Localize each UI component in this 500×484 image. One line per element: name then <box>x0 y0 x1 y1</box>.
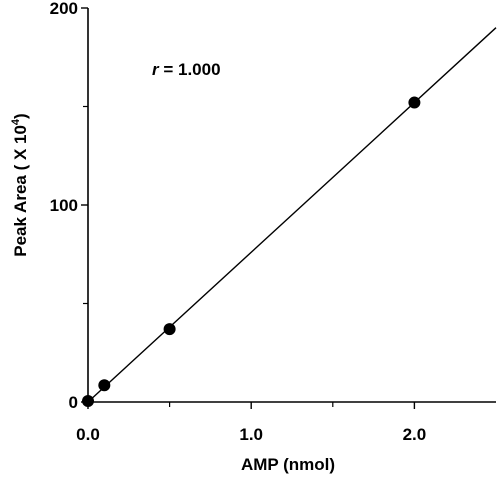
labels-layer: r = 1.000 AMP (nmol) Peak Area ( X 104) <box>10 60 335 474</box>
fit-line-layer <box>87 27 497 403</box>
annotation-r: r <box>152 60 160 79</box>
data-point <box>408 96 421 109</box>
x-axis-title: AMP (nmol) <box>241 455 335 474</box>
data-point <box>82 395 94 408</box>
y-axis-title-superscript: 4 <box>10 118 22 125</box>
axes-layer: 0.0 1.0 2.0 0 100 200 <box>50 0 496 444</box>
y-tick-label: 0 <box>69 393 78 412</box>
x-tick-label: 0.0 <box>76 425 100 444</box>
y-axis-title-main: Peak Area ( X 10 <box>11 125 30 257</box>
data-points-layer <box>82 96 421 408</box>
data-point <box>98 379 111 392</box>
y-axis-title-tail: ) <box>11 113 30 119</box>
data-point <box>163 323 176 336</box>
x-tick-label: 2.0 <box>403 425 427 444</box>
correlation-annotation: r = 1.000 <box>152 60 221 79</box>
x-tick-label: 1.0 <box>239 425 263 444</box>
y-tick-label: 200 <box>50 0 78 18</box>
y-axis-title: Peak Area ( X 104) <box>10 113 30 256</box>
annotation-value: = 1.000 <box>159 60 221 79</box>
regression-line <box>87 27 497 403</box>
y-tick-label: 100 <box>50 196 78 215</box>
